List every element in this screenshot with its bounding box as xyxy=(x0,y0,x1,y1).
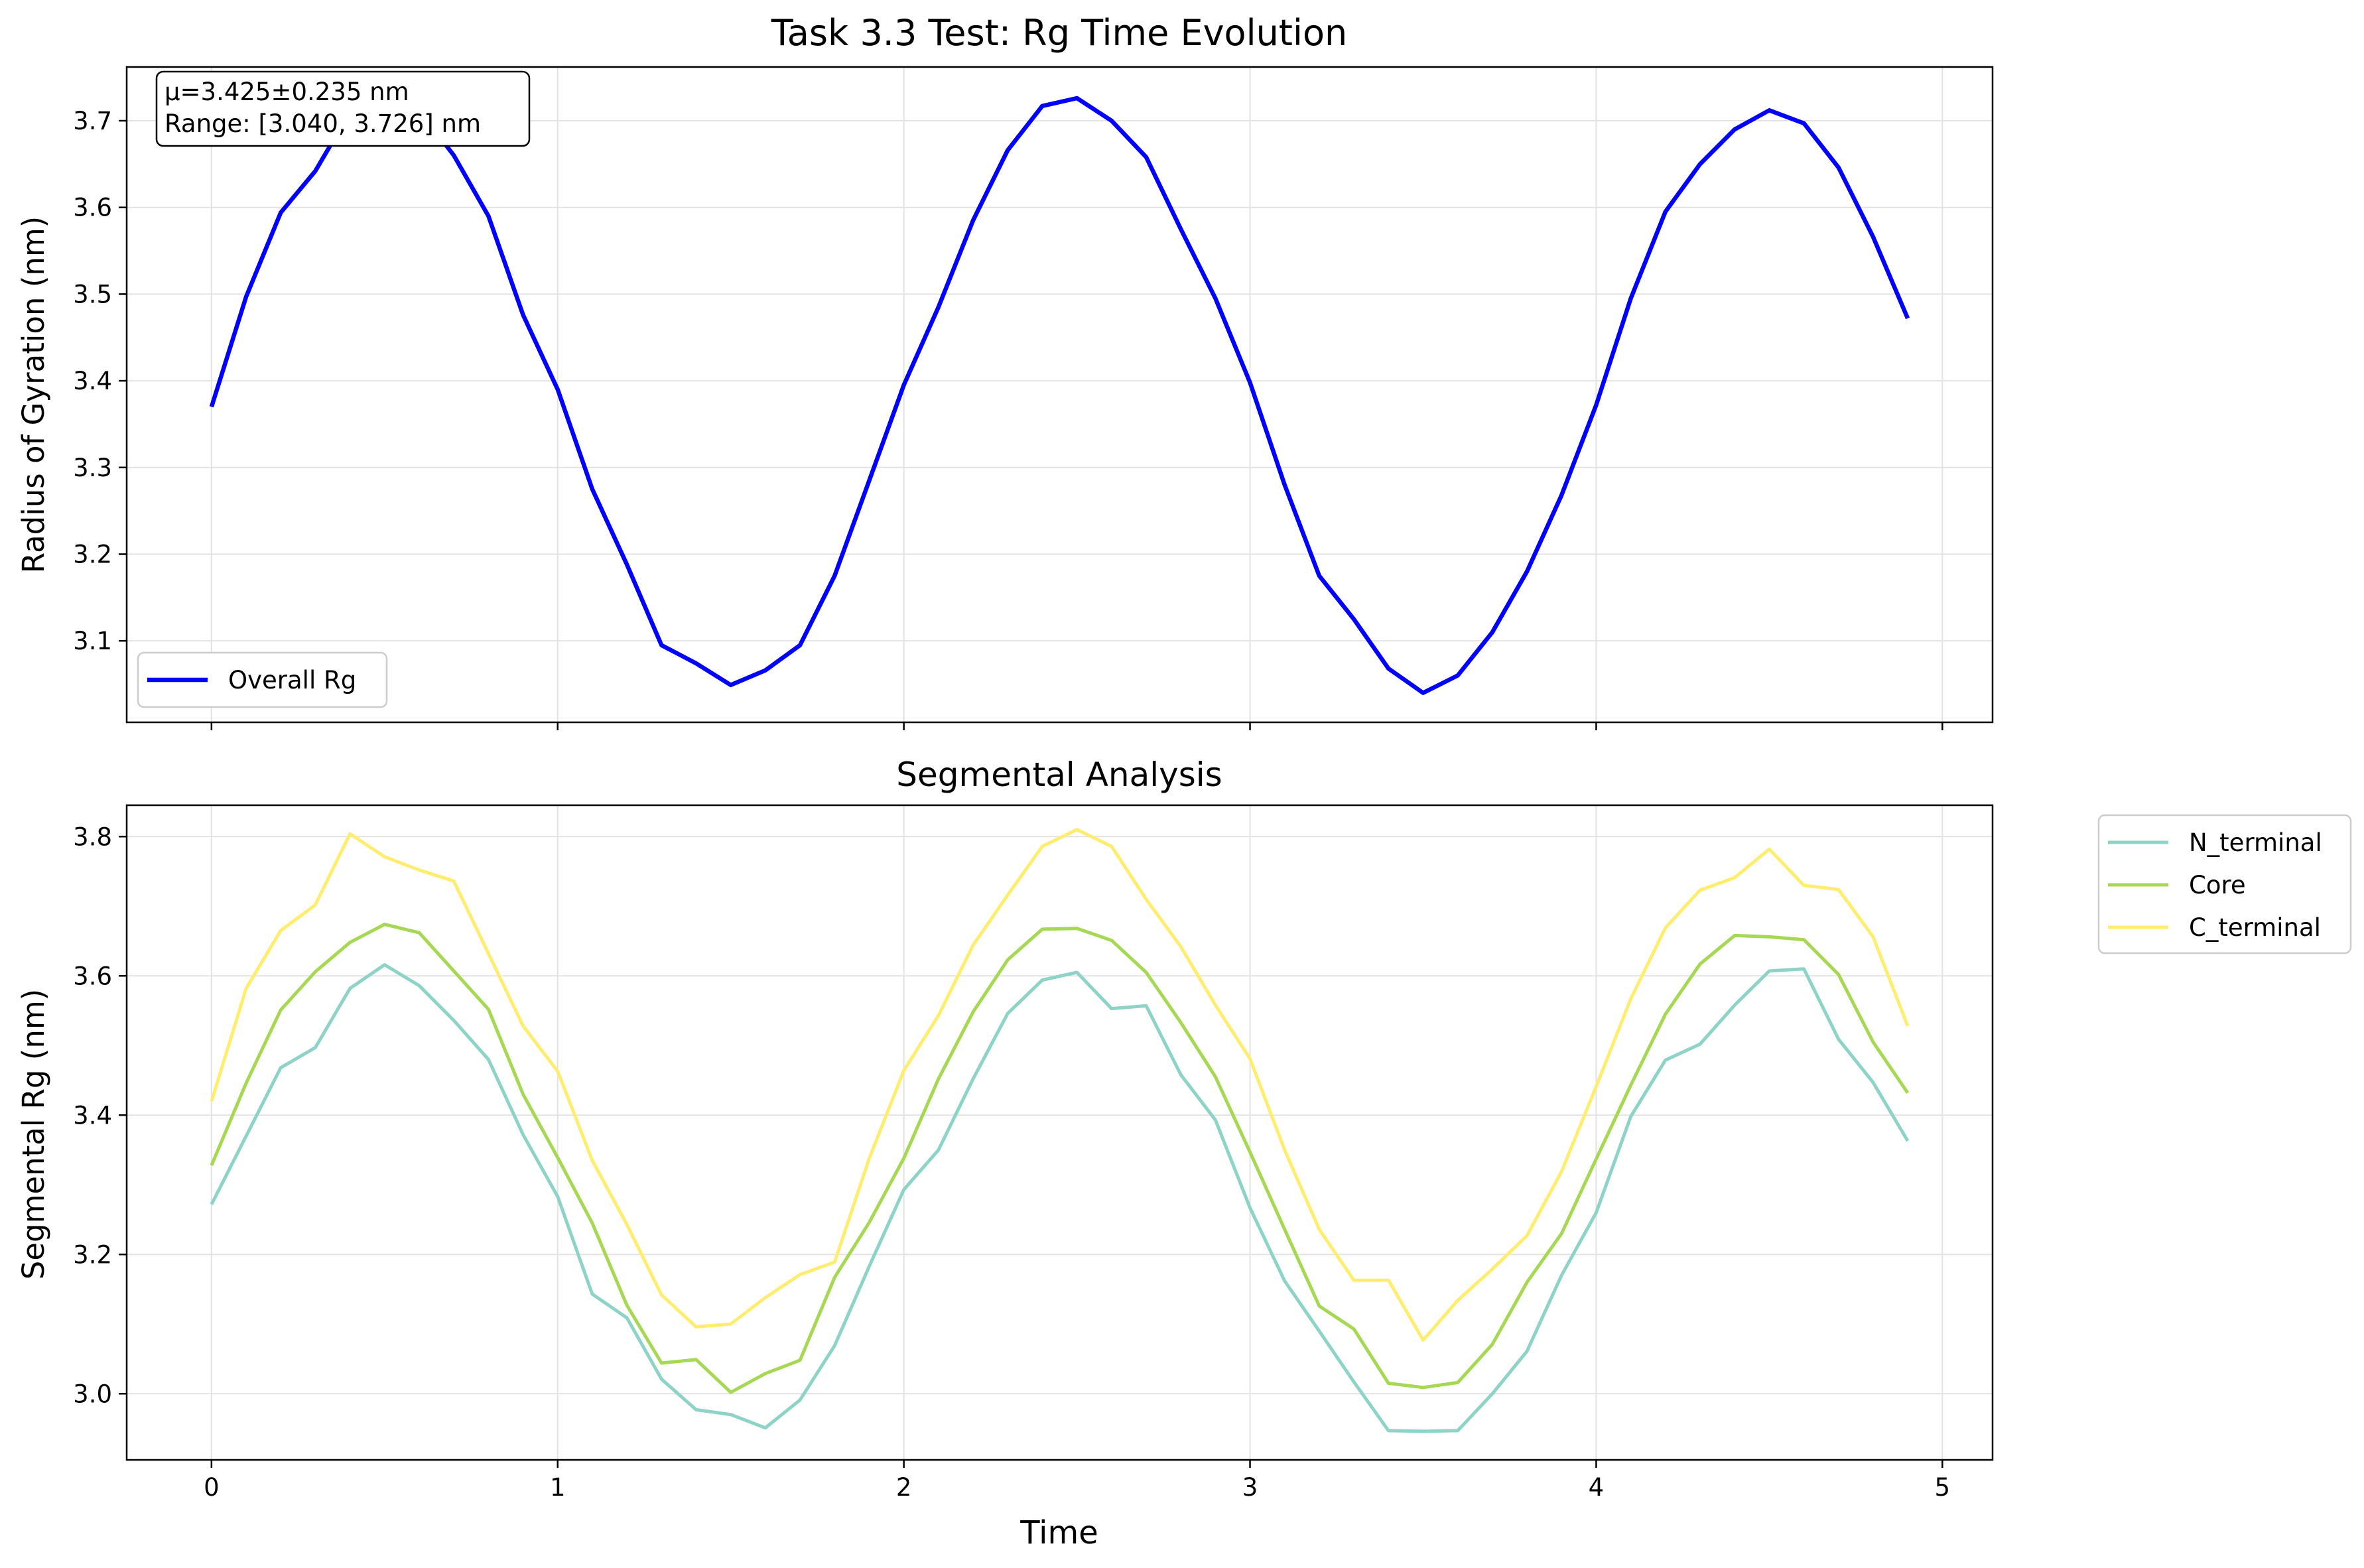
bottom-y-tick-label-3-2: 3.2 xyxy=(73,1240,112,1269)
stats-annotation: μ=3.425±0.235 nm Range: [3.040, 3.726] n… xyxy=(155,70,531,147)
bottom-chart-title: Segmental Analysis xyxy=(896,755,1222,794)
top-legend: Overall Rg xyxy=(137,651,388,708)
top-y-tick-label-3-2: 3.2 xyxy=(73,540,112,568)
bottom-x-tick-label-3: 3 xyxy=(1242,1473,1258,1502)
series-line-core xyxy=(210,923,1910,1394)
bottom-y-tick-label-3-4: 3.4 xyxy=(73,1101,112,1130)
x-axis-label: Time xyxy=(1019,1514,1098,1551)
top-y-tick-label-3-6: 3.6 xyxy=(73,194,112,222)
bottom-y-axis-label: Segmental Rg (nm) xyxy=(16,989,51,1280)
legend-label-core: Core xyxy=(2189,871,2246,899)
rg-time-evolution-axes: Task 3.3 Test: Rg Time Evolution 3.13.23… xyxy=(16,12,1994,730)
top-plot-frame xyxy=(125,66,1994,724)
bottom-legend: N_terminal Core C_terminal xyxy=(2097,814,2352,954)
top-chart-title: Task 3.3 Test: Rg Time Evolution xyxy=(771,12,1348,54)
legend-label-c-terminal: C_terminal xyxy=(2189,913,2321,942)
bottom-x-tick-label-1: 1 xyxy=(550,1473,566,1502)
top-y-axis-label: Radius of Gyration (nm) xyxy=(16,216,51,573)
top-series-lines xyxy=(209,96,1910,695)
top-y-tick-label-3-7: 3.7 xyxy=(73,107,112,135)
top-y-tick-label-3-4: 3.4 xyxy=(73,367,112,395)
legend-label-n-terminal: N_terminal xyxy=(2189,828,2322,857)
series-line-overall-rg xyxy=(209,96,1910,695)
bottom-axis-ticks: 0 1 2 3 4 5 3.0 3.2 3.4 3.6 3.8 xyxy=(73,822,1950,1502)
top-y-tick-label-3-1: 3.1 xyxy=(73,627,112,655)
bottom-x-tick-label-2: 2 xyxy=(896,1473,912,1502)
top-legend-frame xyxy=(137,651,388,708)
legend-label-overall-rg: Overall Rg xyxy=(228,666,356,694)
stats-range-text: Range: [3.040, 3.726] nm xyxy=(164,109,481,138)
bottom-x-tick-label-5: 5 xyxy=(1935,1473,1951,1502)
bottom-y-tick-label-3-8: 3.8 xyxy=(73,822,112,851)
bottom-legend-frame xyxy=(2097,814,2352,954)
bottom-series-lines xyxy=(210,828,1910,1433)
stats-annotation-box xyxy=(155,70,531,147)
top-y-tick-label-3-5: 3.5 xyxy=(73,280,112,308)
stats-mean-text: μ=3.425±0.235 nm xyxy=(164,78,409,106)
series-line-c-terminal xyxy=(210,828,1910,1342)
bottom-x-tick-label-4: 4 xyxy=(1589,1473,1605,1502)
top-y-tick-label-3-3: 3.3 xyxy=(73,454,112,482)
top-axis-ticks: 3.1 3.2 3.3 3.4 3.5 3.6 3.7 xyxy=(73,107,1943,730)
bottom-plot-frame xyxy=(125,804,1994,1461)
series-line-n-terminal xyxy=(210,963,1910,1433)
bottom-y-tick-label-3: 3.0 xyxy=(73,1380,112,1408)
bottom-x-tick-label-0: 0 xyxy=(204,1473,220,1502)
bottom-y-tick-label-3-6: 3.6 xyxy=(73,962,112,990)
segmental-analysis-axes: Segmental Analysis 0 1 2 3 4 5 3.0 3.2 3.4 3.6 3.8… xyxy=(16,755,2352,1551)
